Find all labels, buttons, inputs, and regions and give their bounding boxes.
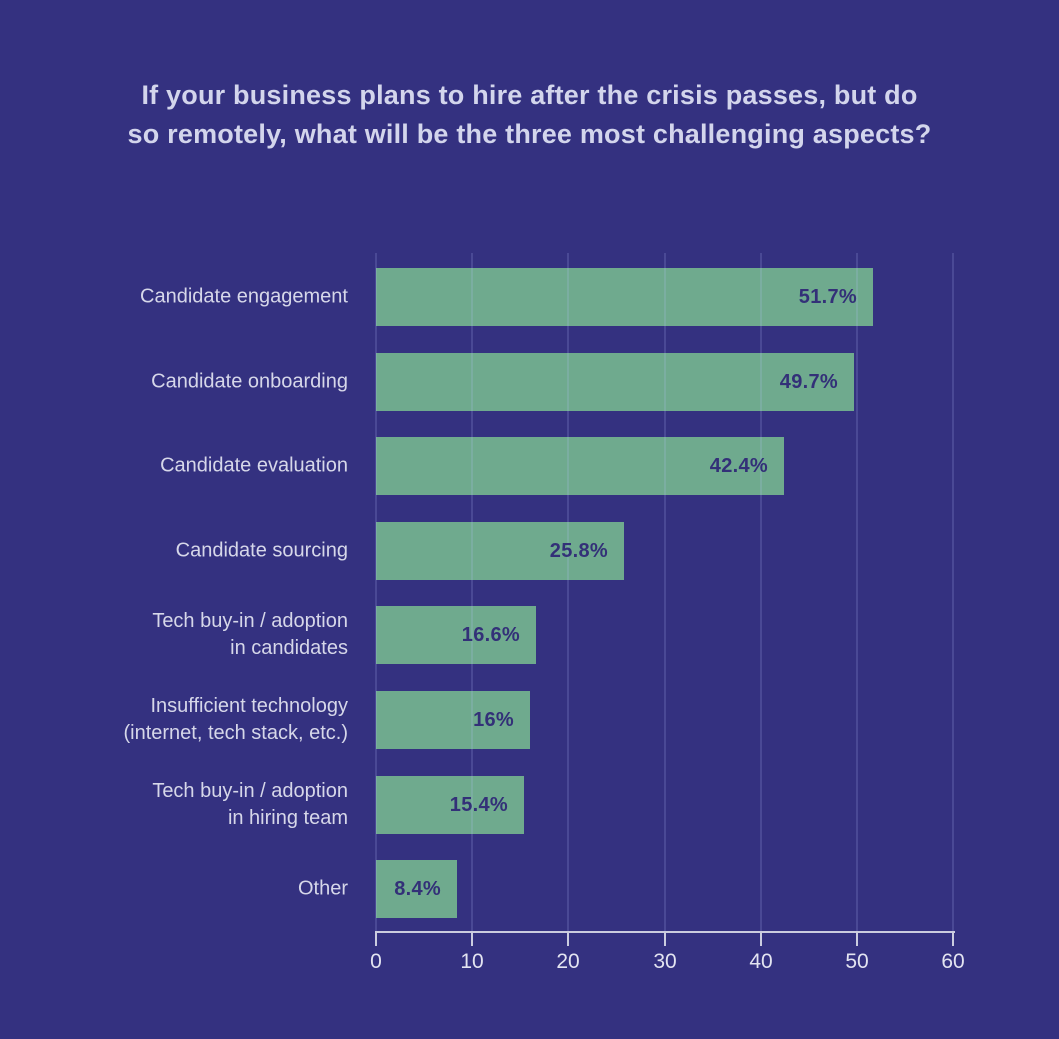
chart-title-line-1: If your business plans to hire after the… <box>141 80 918 110</box>
category-label: Candidate sourcing <box>175 539 348 562</box>
x-axis-tick <box>760 931 762 946</box>
bar-value-label: 15.4% <box>449 794 508 816</box>
x-axis-tick <box>567 931 569 946</box>
bar <box>376 437 784 495</box>
bar <box>376 606 536 664</box>
bar <box>376 522 624 580</box>
bar <box>376 860 457 918</box>
bar <box>376 691 530 749</box>
bar-value-label: 51.7% <box>798 286 857 308</box>
x-tick-label: 60 <box>941 950 965 973</box>
plot-area: 51.7% 49.7% 42.4% 25.8% 16.6% 16% 15.4% 8.4% <box>375 253 954 933</box>
gridline-x-10 <box>471 253 473 933</box>
category-label: Insufficient technology (internet, tech … <box>123 695 348 744</box>
bar-value-label: 8.4% <box>394 878 441 900</box>
x-tick-label: 30 <box>653 950 677 973</box>
bar-value-label: 16% <box>473 709 514 731</box>
x-tick-label: 40 <box>749 950 773 973</box>
bar-value-label: 49.7% <box>779 371 838 393</box>
x-axis-tick <box>664 931 666 946</box>
category-label: Other <box>297 877 348 900</box>
bar <box>376 268 873 326</box>
x-tick-label: 20 <box>556 950 580 973</box>
category-label: Tech buy-in / adoption in candidates <box>152 610 348 659</box>
gridline-x-60 <box>952 253 954 933</box>
gridline-x-50 <box>856 253 858 933</box>
chart-title-line-2: so remotely, what will be the three most… <box>127 119 932 149</box>
bar <box>376 776 524 834</box>
x-axis-tick <box>856 931 858 946</box>
gridline-x-40 <box>760 253 762 933</box>
gridline-x-20 <box>567 253 569 933</box>
bar-value-label: 16.6% <box>461 624 520 646</box>
category-label: Tech buy-in / adoption in hiring team <box>152 780 348 829</box>
bar-value-label: 42.4% <box>709 455 768 477</box>
x-axis-tick <box>952 931 954 946</box>
x-tick-label: 0 <box>370 950 382 973</box>
gridline-x-30 <box>664 253 666 933</box>
gridline-x-0 <box>375 253 377 933</box>
category-label: Candidate evaluation <box>160 454 348 477</box>
x-axis-tick <box>471 931 473 946</box>
bar-value-label: 25.8% <box>549 540 608 562</box>
x-tick-label: 10 <box>460 950 484 973</box>
category-label: Candidate engagement <box>140 285 348 308</box>
x-axis-tick <box>375 931 377 946</box>
bar <box>376 353 854 411</box>
x-tick-label: 50 <box>845 950 869 973</box>
category-label: Candidate onboarding <box>151 370 348 393</box>
chart-title: If your business plans to hire after the… <box>0 76 1059 154</box>
